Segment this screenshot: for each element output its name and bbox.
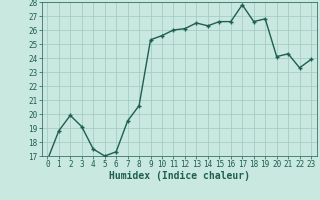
X-axis label: Humidex (Indice chaleur): Humidex (Indice chaleur) (109, 171, 250, 181)
